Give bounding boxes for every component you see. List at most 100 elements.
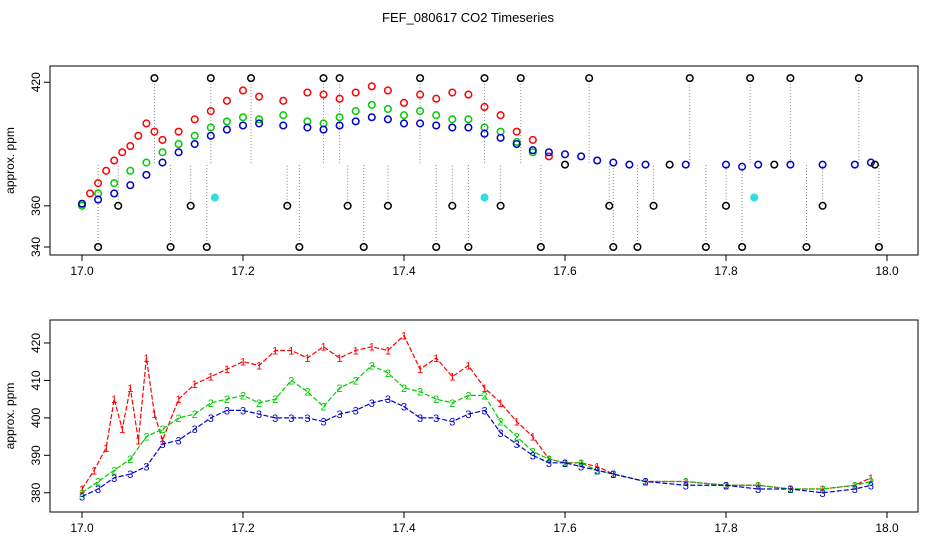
data-point (110, 179, 119, 188)
series-marker-label: 2 (95, 477, 101, 489)
series-marker-label: 2 (127, 454, 133, 466)
data-point (874, 242, 884, 252)
data-point (142, 119, 151, 128)
data-point (480, 193, 489, 202)
series-marker-label: 3 (240, 405, 246, 417)
data-point (279, 96, 288, 105)
series-marker-label: 1 (272, 345, 278, 357)
data-point (110, 189, 119, 198)
series-marker-label: 1 (401, 330, 407, 342)
data-point (118, 148, 127, 157)
series-marker-label: 2 (353, 375, 359, 387)
data-point (190, 115, 199, 124)
data-point (464, 123, 473, 132)
data-point (399, 98, 409, 107)
data-point (866, 158, 875, 167)
data-point (544, 152, 553, 161)
data-point (351, 88, 360, 97)
data-point (544, 148, 553, 157)
x-tick-label: 17.4 (392, 264, 416, 278)
data-point (247, 74, 256, 83)
series-line (81, 398, 872, 498)
series-marker-label: 3 (272, 413, 278, 425)
data-point (222, 125, 231, 134)
data-point (383, 86, 392, 95)
data-point (496, 133, 505, 142)
series-marker-label: 3 (176, 435, 182, 447)
series-marker-label: 1 (304, 353, 310, 365)
x-tick-label: 17.0 (70, 521, 94, 535)
series-marker-label: 2 (433, 394, 439, 406)
data-point (94, 242, 103, 252)
data-point (512, 127, 521, 136)
series-marker-label: 1 (192, 379, 198, 391)
data-point (319, 74, 328, 83)
data-point (222, 117, 231, 126)
data-point (206, 131, 215, 140)
plot-frame (49, 319, 919, 513)
series-marker-label: 3 (79, 492, 85, 504)
data-point (786, 160, 795, 169)
data-point (536, 242, 545, 252)
data-point (110, 156, 119, 165)
series-marker-label: 3 (320, 417, 326, 429)
series-marker-label: 3 (353, 405, 359, 417)
series-marker-label: 1 (127, 383, 133, 395)
series-marker-label: 2 (530, 447, 536, 459)
data-point (577, 152, 586, 161)
x-tick-label: 17.8 (714, 521, 738, 535)
data-point (255, 92, 264, 101)
data-point (585, 74, 594, 83)
data-point (512, 139, 521, 149)
series-marker-label: 2 (337, 383, 343, 395)
data-point (593, 156, 602, 165)
series-marker-label: 1 (111, 394, 117, 406)
series-marker-label: 2 (401, 383, 407, 395)
series-marker-label: 3 (465, 409, 471, 421)
y-tick-label: 340 (29, 237, 43, 257)
series-marker-label: 1 (642, 477, 648, 489)
data-point (870, 160, 879, 169)
data-point (496, 111, 505, 120)
series-marker-label: 1 (562, 458, 568, 470)
data-point (528, 146, 537, 155)
series-marker-label: 2 (256, 398, 262, 410)
series-marker-label: 3 (433, 413, 439, 425)
series-marker-label: 2 (683, 477, 689, 489)
series-marker-label: 2 (610, 469, 616, 481)
series-marker-label: 3 (95, 484, 101, 496)
data-point (786, 74, 795, 83)
x-tick-label: 17.2 (231, 264, 255, 278)
data-point (94, 179, 103, 188)
data-point (448, 123, 457, 132)
data-point (416, 74, 425, 83)
series-marker-label: 2 (224, 394, 230, 406)
data-point (399, 119, 409, 128)
data-point (126, 181, 135, 190)
series-marker-label: 3 (401, 402, 407, 414)
series-marker-label: 1 (91, 465, 97, 477)
series-marker-label: 3 (449, 417, 455, 429)
top-panel: 17.0 17.2 17.4 17.6 17.8 18.0 340 360 420 approx.… (3, 65, 919, 278)
series-marker-label: 2 (594, 465, 600, 477)
data-point (464, 115, 473, 124)
series-marker-label: 3 (192, 424, 198, 436)
series-marker-label: 2 (723, 480, 729, 492)
series-marker-label: 1 (723, 480, 729, 492)
series-marker-label: 1 (159, 435, 165, 447)
series-marker-label: 2 (498, 417, 504, 429)
data-point (609, 242, 618, 252)
series-marker-label: 1 (103, 443, 109, 455)
y-tick-label: 410 (29, 370, 43, 390)
data-point (625, 160, 634, 169)
data-point (416, 90, 425, 99)
series-marker-label: 2 (369, 360, 375, 372)
series-marker-label: 1 (514, 417, 520, 429)
data-point (238, 121, 248, 130)
series-marker-label: 3 (683, 480, 689, 492)
x-tick-label: 18.0 (875, 264, 899, 278)
series-marker-label: 1 (143, 353, 149, 365)
data-point (206, 107, 215, 116)
series-marker-label: 1 (498, 398, 504, 410)
